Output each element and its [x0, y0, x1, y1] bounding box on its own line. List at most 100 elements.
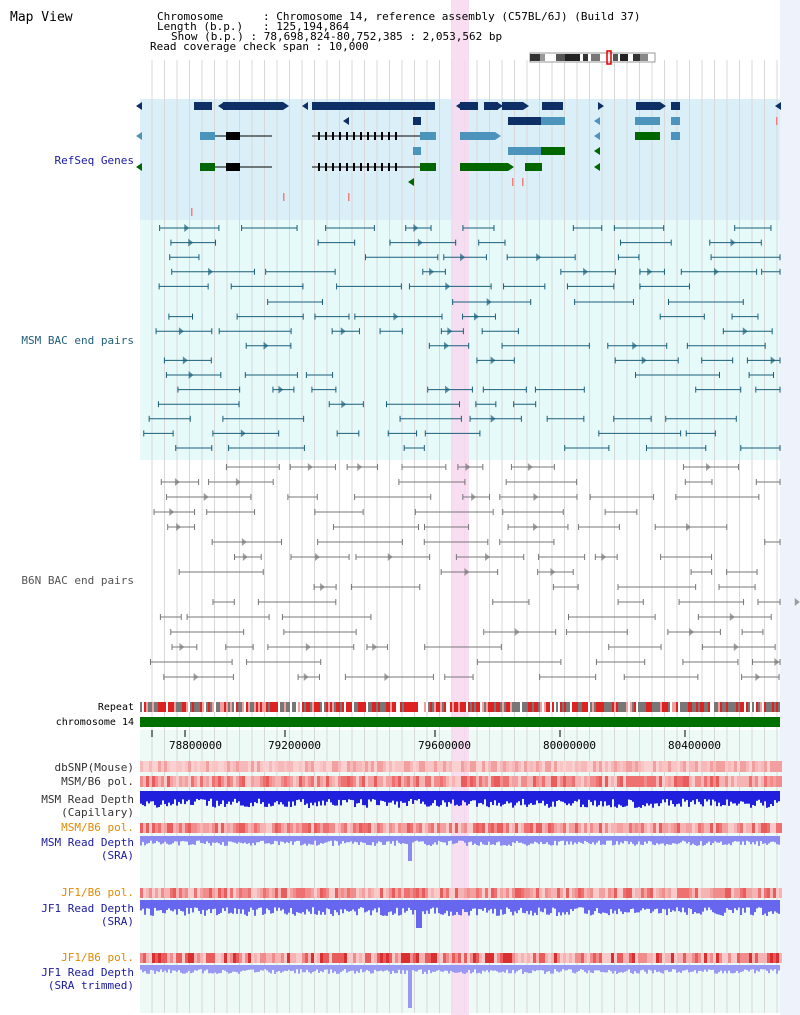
polymorphism-heat-cell: [278, 823, 281, 833]
polymorphism-heat-cell: [389, 888, 392, 898]
read-depth-bar: [570, 791, 572, 806]
gene-strand-arrow: [598, 102, 604, 110]
polymorphism-heat-cell: [224, 823, 227, 833]
polymorphism-heat-cell: [242, 953, 245, 963]
track-label-b6n-bac[interactable]: B6N BAC end pairs: [21, 574, 134, 587]
polymorphism-heat-cell: [332, 823, 335, 833]
read-depth-bar: [642, 965, 644, 970]
read-depth-bar: [612, 791, 614, 800]
repeat-block: [526, 702, 528, 712]
polymorphism-heat-cell: [326, 953, 329, 963]
repeat-block: [184, 702, 186, 712]
read-depth-bar: [212, 965, 214, 974]
read-depth-bar: [404, 900, 406, 913]
polymorphism-heat-cell: [449, 776, 452, 787]
gene-strand-arrow: [423, 102, 429, 110]
polymorphism-heat-cell: [215, 953, 218, 963]
repeat-block: [332, 702, 334, 712]
polymorphism-heat-cell: [746, 953, 749, 963]
repeat-block: [560, 702, 562, 712]
track-label-msm-depth-sra: MSM Read Depth: [41, 836, 134, 849]
polymorphism-heat-cell: [299, 888, 302, 898]
read-depth-bar: [168, 965, 170, 970]
read-depth-bar: [544, 965, 546, 974]
polymorphism-heat-cell: [272, 776, 275, 787]
polymorphism-heat-cell: [680, 776, 683, 787]
polymorphism-heat-cell: [182, 953, 185, 963]
polymorphism-heat-cell: [722, 823, 725, 833]
read-depth-bar: [378, 791, 380, 806]
ideogram-band: [640, 54, 648, 61]
read-depth-bar: [358, 965, 360, 973]
bac-end-arrow: [429, 267, 435, 276]
repeat-block: [448, 702, 450, 712]
repeat-block: [588, 702, 590, 712]
read-depth-bar: [572, 836, 574, 845]
read-depth-bar: [350, 965, 352, 971]
read-depth-bar: [152, 836, 154, 844]
polymorphism-heat-cell: [173, 823, 176, 833]
repeat-block: [622, 702, 624, 712]
polymorphism-heat-cell: [545, 761, 548, 772]
track-label-msm-bac[interactable]: MSM BAC end pairs: [21, 334, 134, 347]
read-depth-bar: [212, 791, 214, 807]
read-depth-bar: [280, 791, 282, 803]
polymorphism-heat-cell: [515, 823, 518, 833]
polymorphism-heat-cell: [557, 823, 560, 833]
repeat-block: [712, 702, 714, 712]
read-depth-bar: [326, 836, 328, 843]
repeat-block: [412, 702, 414, 712]
read-depth-bar: [692, 900, 694, 914]
read-depth-bar: [196, 965, 198, 971]
polymorphism-heat-cell: [212, 761, 215, 772]
polymorphism-heat-cell: [599, 888, 602, 898]
read-depth-bar: [226, 836, 228, 846]
polymorphism-heat-cell: [752, 953, 755, 963]
polymorphism-heat-cell: [554, 823, 557, 833]
read-depth-bar: [772, 900, 774, 914]
read-depth-bar: [198, 965, 200, 970]
polymorphism-heat-cell: [179, 776, 182, 787]
bac-end-arrow: [176, 523, 182, 531]
info-chromosome-key: Chromosome: [157, 10, 224, 23]
read-depth-bar: [484, 791, 486, 800]
read-depth-bar: [568, 836, 570, 845]
read-depth-bar: [748, 836, 750, 842]
polymorphism-heat-cell: [479, 823, 482, 833]
polymorphism-heat-cell: [566, 888, 569, 898]
read-depth-bar: [466, 836, 468, 846]
read-depth-bar: [304, 900, 306, 915]
polymorphism-heat-cell: [230, 888, 233, 898]
read-depth-bar: [648, 836, 650, 841]
read-depth-bar: [312, 791, 314, 806]
polymorphism-heat-cell: [410, 776, 413, 787]
polymorphism-heat-cell: [569, 823, 572, 833]
repeat-block: [254, 702, 256, 712]
gene-feature: [508, 147, 541, 155]
polymorphism-heat-cell: [464, 823, 467, 833]
read-depth-bar: [324, 900, 326, 915]
repeat-block: [214, 702, 216, 712]
read-depth-bar: [614, 836, 616, 845]
polymorphism-heat-cell: [353, 888, 356, 898]
read-depth-bar: [560, 791, 562, 802]
read-depth-bar: [630, 791, 632, 801]
snp-marker: [512, 178, 514, 186]
read-depth-bar: [408, 965, 410, 1008]
polymorphism-heat-cell: [758, 776, 761, 787]
read-depth-bar: [714, 836, 716, 842]
read-depth-bar: [698, 965, 700, 971]
read-depth-bar: [448, 965, 450, 974]
repeat-block: [462, 702, 464, 712]
read-depth-bar: [370, 791, 372, 802]
read-depth-bar: [776, 791, 778, 803]
repeat-block: [648, 702, 650, 712]
polymorphism-heat-cell: [362, 888, 365, 898]
track-label-refseq[interactable]: RefSeq Genes: [54, 154, 134, 167]
read-depth-bar: [734, 836, 736, 842]
repeat-block: [496, 702, 498, 712]
read-depth-bar: [250, 900, 252, 908]
read-depth-bar: [524, 791, 526, 805]
read-depth-bar: [540, 836, 542, 842]
